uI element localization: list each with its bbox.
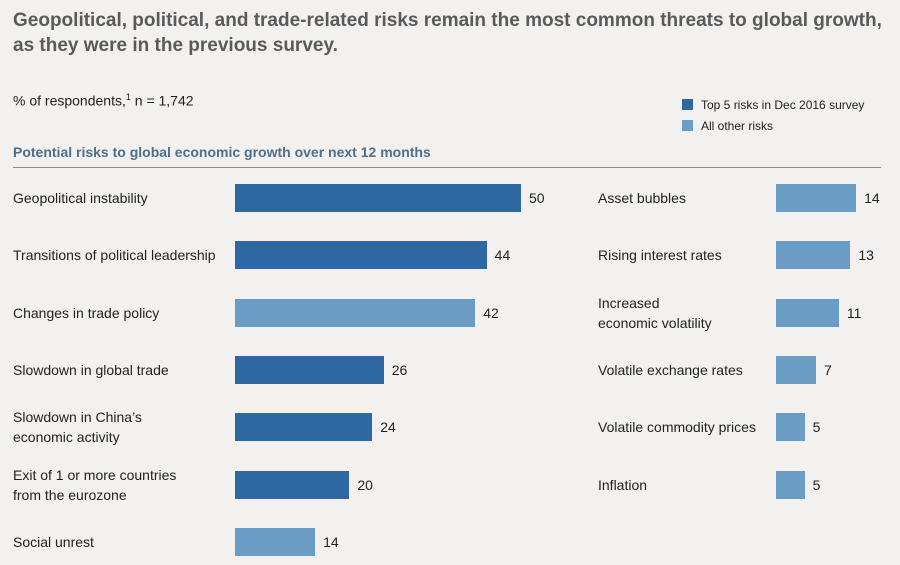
legend-swatch-other bbox=[682, 120, 693, 131]
data-label: 7 bbox=[824, 361, 832, 378]
category-label: Rising interest rates bbox=[598, 247, 722, 264]
category-label: Slowdown in China’s economic activity bbox=[13, 409, 142, 446]
bar bbox=[235, 184, 521, 212]
bar bbox=[776, 355, 817, 384]
data-label: 24 bbox=[380, 419, 396, 436]
category-label: Exit of 1 or more countries from the eur… bbox=[13, 466, 177, 503]
data-label: 42 bbox=[483, 304, 499, 321]
bar bbox=[776, 184, 857, 212]
category-label: Slowdown in global trade bbox=[13, 361, 169, 378]
legend: Top 5 risks in Dec 2016 survey All other… bbox=[682, 94, 864, 136]
legend-item-top5: Top 5 risks in Dec 2016 survey bbox=[682, 94, 864, 115]
data-label: 5 bbox=[812, 419, 821, 436]
data-label: 26 bbox=[391, 361, 408, 378]
category-label: Asset bubbles bbox=[598, 190, 686, 206]
legend-swatch-top5 bbox=[682, 99, 693, 110]
data-label: 50 bbox=[529, 190, 545, 206]
bar bbox=[235, 470, 350, 499]
data-label: 5 bbox=[812, 476, 821, 493]
subtitle-prefix: % of respondents, bbox=[13, 92, 126, 109]
category-label: Increased economic volatility bbox=[598, 294, 712, 331]
bar bbox=[235, 241, 487, 270]
data-label: 44 bbox=[494, 247, 511, 264]
category-label: Inflation bbox=[598, 476, 648, 493]
data-label: 11 bbox=[846, 304, 862, 321]
legend-item-other: All other risks bbox=[682, 115, 864, 136]
data-label: 20 bbox=[357, 476, 373, 493]
divider-rule bbox=[13, 167, 881, 168]
category-label: Social unrest bbox=[13, 533, 94, 550]
data-label: 13 bbox=[858, 247, 874, 264]
category-label: Transitions of political leadership bbox=[13, 247, 216, 264]
bar bbox=[776, 241, 851, 270]
bar bbox=[235, 527, 316, 556]
bar bbox=[776, 413, 805, 442]
bar bbox=[235, 298, 476, 327]
data-label: 14 bbox=[323, 533, 339, 550]
bar bbox=[776, 470, 805, 499]
bar bbox=[235, 413, 373, 442]
chart-title: Geopolitical, political, and trade-relat… bbox=[13, 10, 882, 56]
category-label: Volatile exchange rates bbox=[598, 361, 743, 378]
bar bbox=[235, 355, 384, 384]
category-label: Geopolitical instability bbox=[13, 190, 148, 206]
legend-label-other: All other risks bbox=[701, 118, 774, 133]
category-label: Volatile commodity prices bbox=[598, 419, 756, 436]
legend-label-top5: Top 5 risks in Dec 2016 survey bbox=[701, 97, 865, 112]
footnote-marker: 1 bbox=[125, 92, 131, 102]
sample-size: n = 1,742 bbox=[130, 92, 194, 109]
chart-subtitle: % of respondents,1 n = 1,742 bbox=[13, 92, 194, 109]
bar bbox=[776, 298, 839, 327]
data-label: 14 bbox=[864, 190, 880, 206]
category-label: Changes in trade policy bbox=[13, 304, 160, 321]
section-title: Potential risks to global economic growt… bbox=[13, 144, 431, 160]
